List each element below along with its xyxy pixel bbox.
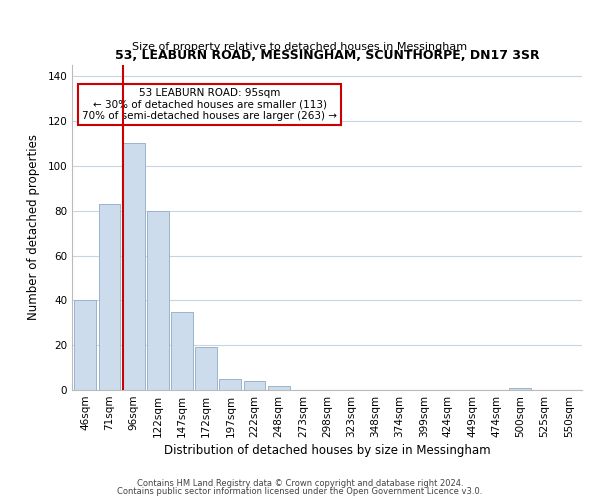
Text: Size of property relative to detached houses in Messingham: Size of property relative to detached ho… — [133, 42, 467, 52]
Bar — [147, 210, 169, 390]
Text: 53 LEABURN ROAD: 95sqm
← 30% of detached houses are smaller (113)
70% of semi-de: 53 LEABURN ROAD: 95sqm ← 30% of detached… — [82, 88, 337, 121]
Bar — [244, 381, 265, 390]
Text: Contains public sector information licensed under the Open Government Licence v3: Contains public sector information licen… — [118, 487, 482, 496]
Y-axis label: Number of detached properties: Number of detached properties — [28, 134, 40, 320]
Bar — [268, 386, 290, 390]
Bar — [123, 144, 145, 390]
Bar — [98, 204, 121, 390]
Bar — [171, 312, 193, 390]
X-axis label: Distribution of detached houses by size in Messingham: Distribution of detached houses by size … — [164, 444, 490, 457]
Bar — [195, 348, 217, 390]
Title: 53, LEABURN ROAD, MESSINGHAM, SCUNTHORPE, DN17 3SR: 53, LEABURN ROAD, MESSINGHAM, SCUNTHORPE… — [115, 50, 539, 62]
Bar — [509, 388, 531, 390]
Bar — [74, 300, 96, 390]
Text: Contains HM Land Registry data © Crown copyright and database right 2024.: Contains HM Land Registry data © Crown c… — [137, 478, 463, 488]
Bar — [220, 379, 241, 390]
